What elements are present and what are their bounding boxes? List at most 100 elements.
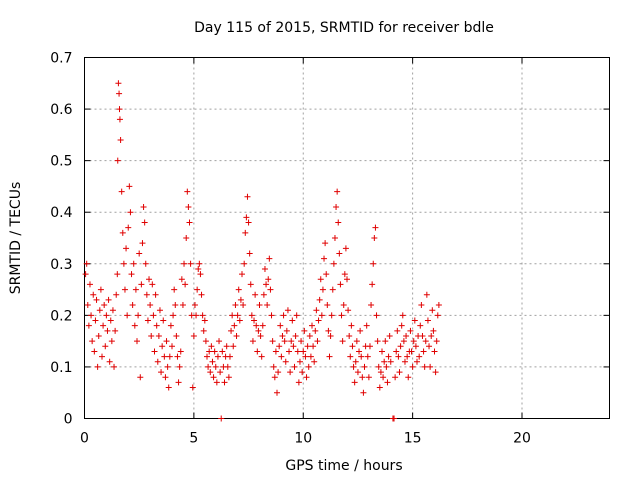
- data-point: [348, 322, 355, 329]
- data-point: [198, 291, 205, 298]
- data-point: [396, 369, 403, 376]
- data-point: [427, 363, 434, 370]
- data-point: [398, 322, 405, 329]
- data-point: [153, 322, 160, 329]
- data-point: [150, 312, 157, 319]
- data-point: [94, 363, 101, 370]
- data-point: [423, 291, 430, 298]
- data-point: [226, 353, 233, 360]
- data-point: [216, 338, 223, 345]
- data-point: [136, 250, 143, 257]
- grid: [84, 57, 610, 419]
- data-point: [300, 348, 307, 355]
- data-point: [321, 255, 328, 262]
- chart-title: Day 115 of 2015, SRMTID for receiver bdl…: [194, 20, 494, 36]
- data-point: [346, 332, 353, 339]
- data-point: [325, 327, 332, 334]
- plot-area-frame: [84, 57, 610, 419]
- data-point: [117, 137, 124, 144]
- data-point: [95, 332, 102, 339]
- data-point: [221, 379, 228, 386]
- data-point: [113, 291, 120, 298]
- data-point: [403, 332, 410, 339]
- data-point: [299, 369, 306, 376]
- data-point: [387, 358, 394, 365]
- data-point: [259, 322, 266, 329]
- data-point: [268, 312, 275, 319]
- data-point: [186, 219, 193, 226]
- data-point: [125, 224, 132, 231]
- data-point: [209, 358, 216, 365]
- data-point: [134, 338, 140, 345]
- data-point: [263, 281, 270, 288]
- data-point: [329, 286, 336, 293]
- data-point: [414, 358, 420, 365]
- data-point: [205, 363, 212, 370]
- data-point: [399, 312, 406, 319]
- data-point: [194, 286, 201, 293]
- data-point: [116, 116, 123, 123]
- data-point: [144, 317, 151, 324]
- data-point: [340, 302, 347, 309]
- data-point: [330, 260, 337, 267]
- data-point: [114, 157, 121, 164]
- data-point: [116, 106, 123, 113]
- data-point: [258, 353, 265, 360]
- data-point: [214, 353, 221, 360]
- data-point: [433, 338, 440, 345]
- data-point: [335, 219, 342, 226]
- data-point: [167, 322, 174, 329]
- data-point: [380, 374, 387, 381]
- data-point: [283, 327, 290, 334]
- axis-ticks: 0 0.1 0.2 0.3 0.4 0.5 0.6 0.7 0 5 10 15 20: [50, 51, 610, 447]
- data-point: [190, 332, 197, 339]
- data-point: [420, 348, 427, 355]
- data-point: [165, 384, 172, 391]
- data-point: [369, 281, 376, 288]
- data-point: [428, 332, 435, 339]
- data-point: [426, 343, 433, 350]
- data-point: [225, 374, 232, 381]
- data-point: [295, 379, 302, 386]
- data-point: [374, 338, 381, 345]
- data-point: [177, 348, 184, 355]
- data-point: [336, 250, 343, 257]
- data-point: [303, 374, 310, 381]
- data-point: [315, 317, 322, 324]
- data-point: [124, 312, 131, 319]
- data-point: [339, 338, 346, 345]
- data-point: [287, 369, 294, 376]
- x-tick-label: 0: [80, 431, 89, 447]
- data-point: [217, 369, 224, 376]
- data-point: [115, 80, 122, 87]
- data-point: [345, 307, 352, 314]
- data-point: [86, 281, 93, 288]
- data-point: [328, 312, 335, 319]
- data-point: [234, 312, 241, 319]
- data-point: [334, 188, 341, 195]
- data-point: [271, 374, 278, 381]
- data-point: [386, 332, 393, 339]
- data-point: [382, 338, 389, 345]
- data-point: [212, 363, 219, 370]
- data-point: [280, 312, 287, 319]
- data-point: [277, 322, 284, 329]
- data-point: [135, 312, 142, 319]
- data-point: [301, 327, 308, 334]
- data-point: [244, 193, 251, 200]
- data-point: [290, 343, 297, 350]
- data-point: [128, 271, 135, 278]
- data-point: [182, 281, 189, 288]
- data-point: [179, 302, 186, 309]
- data-point: [107, 317, 114, 324]
- data-point: [83, 260, 90, 267]
- data-point: [264, 302, 271, 309]
- data-point: [411, 317, 418, 324]
- data-point: [218, 415, 225, 422]
- data-point: [419, 332, 426, 339]
- data-point: [196, 260, 203, 267]
- data-point: [305, 363, 312, 370]
- data-point: [166, 353, 173, 360]
- data-point: [341, 271, 348, 278]
